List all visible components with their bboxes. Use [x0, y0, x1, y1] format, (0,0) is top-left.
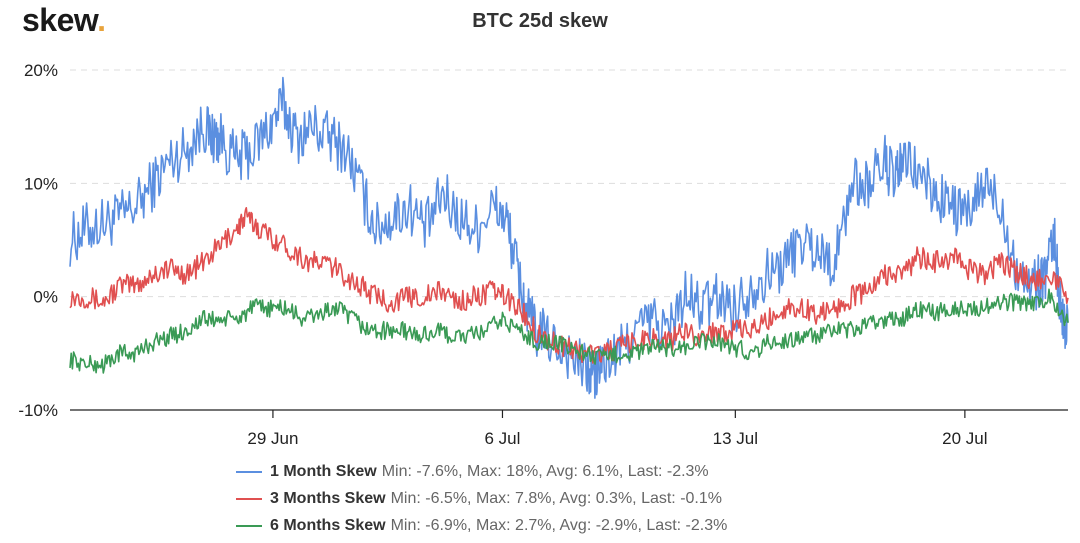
legend-swatch — [236, 524, 262, 527]
y-tick-label: -10% — [18, 401, 58, 420]
x-tick-label: 20 Jul — [942, 429, 987, 448]
skew-logo: skew. — [22, 2, 106, 39]
y-tick-label: 20% — [24, 61, 58, 80]
legend-swatch — [236, 470, 262, 473]
y-tick-label: 10% — [24, 174, 58, 193]
legend-item[interactable]: 1 Month Skew Min: -7.6%, Max: 18%, Avg: 6… — [236, 458, 727, 485]
x-tick-label: 6 Jul — [485, 429, 521, 448]
grid-lines — [70, 69, 1068, 298]
chart-legend: 1 Month Skew Min: -7.6%, Max: 18%, Avg: 6… — [236, 458, 727, 539]
series-line-3 — [69, 288, 1069, 374]
legend-series-name: 3 Months Skew — [270, 489, 386, 507]
x-tick-label: 13 Jul — [713, 429, 758, 448]
logo-text: skew — [22, 2, 98, 38]
chart-title: BTC 25d skew — [472, 10, 608, 32]
legend-item[interactable]: 6 Months Skew Min: -6.9%, Max: 2.7%, Avg:… — [236, 512, 727, 539]
legend-series-name: 6 Months Skew — [270, 516, 386, 534]
series-lines — [69, 76, 1069, 399]
y-tick-label: 0% — [33, 288, 58, 307]
series-line-1 — [69, 76, 1069, 399]
x-axis-ticks: 29 Jun 6 Jul 13 Jul 20 Jul — [247, 410, 988, 448]
legend-series-stats: Min: -7.6%, Max: 18%, Avg: 6.1%, Last: -… — [381, 462, 709, 480]
legend-item[interactable]: 3 Months Skew Min: -6.5%, Max: 7.8%, Avg:… — [236, 485, 727, 512]
series-line-2 — [69, 207, 1069, 364]
legend-series-name: 1 Month Skew — [270, 462, 377, 480]
legend-series-stats: Min: -6.9%, Max: 2.7%, Avg: -2.9%, Last:… — [390, 516, 728, 534]
y-axis-ticks: 20% 10% 0% -10% — [18, 61, 58, 420]
legend-series-stats: Min: -6.5%, Max: 7.8%, Avg: 0.3%, Last: … — [390, 489, 722, 507]
logo-dot: . — [97, 2, 106, 38]
x-tick-label: 29 Jun — [247, 429, 298, 448]
legend-swatch — [236, 497, 262, 500]
